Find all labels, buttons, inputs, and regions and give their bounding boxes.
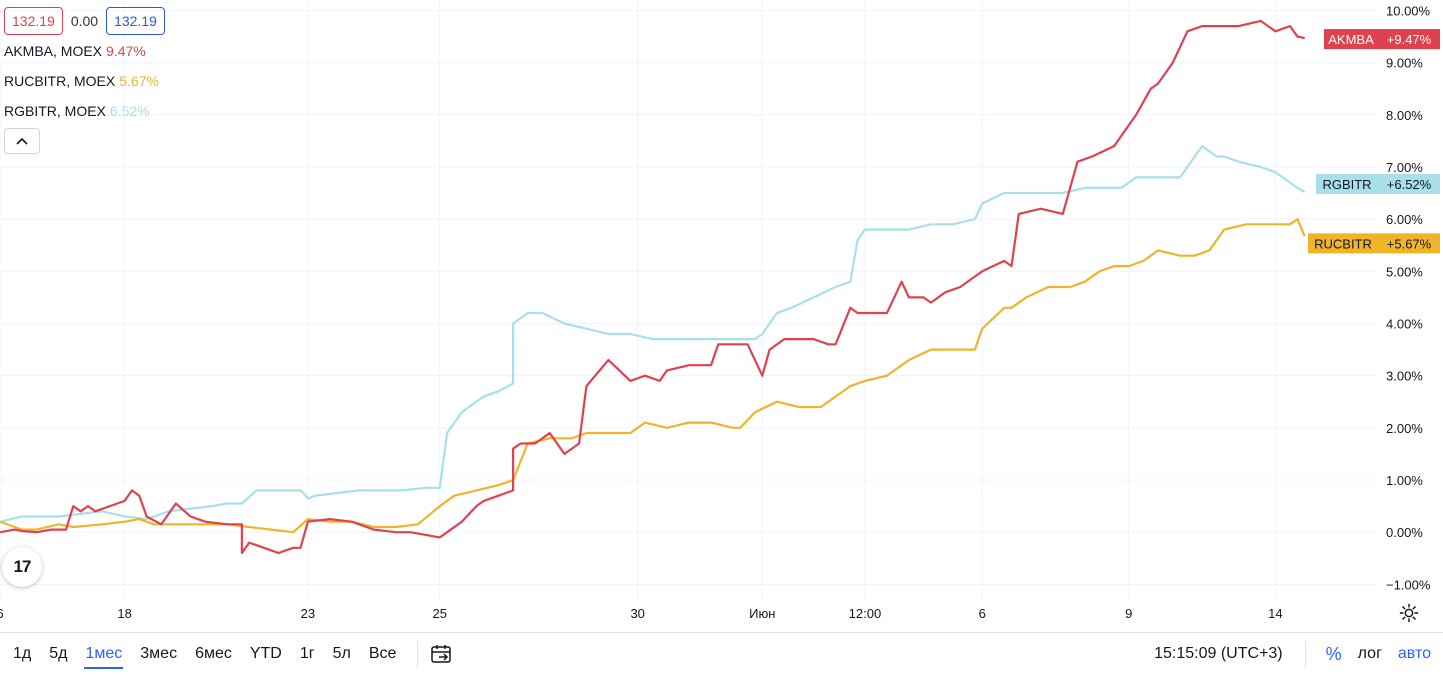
x-tick-label: 25 — [433, 606, 447, 621]
price-tag-akmba: AKMBA +9.47% — [1324, 29, 1440, 50]
series-line-akmba[interactable] — [0, 19, 1305, 555]
chart-area[interactable]: 10.00% 9.00% 8.00% 7.00% 6.00% 5.00% 4.00% 3.00… — [0, 0, 1443, 632]
y-tick-label: 9.00% — [1386, 56, 1423, 71]
grid-lines — [0, 0, 1378, 600]
x-tick-label: 23 — [301, 606, 315, 621]
toolbar-divider — [417, 641, 419, 667]
y-tick-label: 7.00% — [1386, 160, 1423, 175]
range-button-6[interactable]: 1г — [299, 645, 315, 662]
logo-text: 17 — [13, 557, 32, 576]
y-tick-label: 4.00% — [1386, 316, 1423, 331]
price-right-box: 132.19 — [106, 7, 165, 35]
price-tag-value-bg — [1378, 174, 1440, 194]
price-tag-value-bg — [1378, 233, 1440, 254]
price-tags: AKMBA +9.47% RGBITR +6.52% RUCBITR +5.67% — [1308, 29, 1440, 254]
legend-series-name: RGBITR, MOEX — [4, 103, 106, 119]
price-tag-label-bg — [1316, 174, 1378, 194]
price-tag-label: AKMBA — [1328, 32, 1374, 47]
range-button-8[interactable]: Все — [368, 645, 397, 662]
series-line-rgbitr[interactable] — [0, 145, 1306, 523]
y-tick-label: 6.00% — [1386, 212, 1423, 227]
range-button-5[interactable]: YTD — [249, 645, 282, 662]
legend-series-value: 5.67% — [119, 73, 159, 89]
gear-icon[interactable] — [1398, 602, 1420, 624]
chevron-up-icon — [16, 137, 28, 145]
y-tick-label: 0.00% — [1386, 525, 1423, 540]
price-tag-value: +6.52% — [1387, 177, 1432, 192]
price-tag-label-bg — [1324, 29, 1378, 50]
y-tick-label: 2.00% — [1386, 421, 1423, 436]
price-tag-label: RUCBITR — [1314, 236, 1372, 251]
y-axis-labels: 10.00% 9.00% 8.00% 7.00% 6.00% 5.00% 4.00% 3.00… — [1386, 3, 1431, 592]
range-button-3[interactable]: 3мес — [140, 645, 178, 662]
toolbar-divider — [1304, 641, 1306, 667]
price-tag-rgbitr: RGBITR +6.52% — [1316, 174, 1440, 194]
x-tick-label: 12:00 — [849, 606, 882, 621]
range-button-2[interactable]: 1мес — [76, 633, 131, 675]
legend-series-value: 6.52% — [109, 103, 150, 119]
legend-series-value: 9.47% — [106, 43, 146, 59]
x-tick-label: 6 — [979, 606, 986, 621]
range-button-1[interactable]: 5д — [49, 645, 68, 662]
auto-toggle[interactable]: авто — [1397, 645, 1431, 662]
y-tick-label: 10.00% — [1386, 3, 1431, 18]
log-toggle[interactable]: лог — [1357, 645, 1382, 662]
legend-item-rucbitr[interactable]: RUCBITR, MOEX 5.67% — [4, 66, 165, 96]
y-tick-label: 1.00% — [1386, 473, 1423, 488]
change-value: 0.00 — [70, 13, 99, 29]
price-tag-rucbitr: RUCBITR +5.67% — [1308, 233, 1440, 254]
range-button-7[interactable]: 5л — [332, 645, 351, 662]
calendar-icon[interactable] — [430, 643, 452, 665]
bottom-toolbar: 1д 5д 1мес 3мес 6мес YTD 1г 5л Все 15:15:09 (UTC… — [0, 632, 1443, 675]
legend: 132.19 0.00 132.19 AKMBA, MOEX 9.47% RUCB… — [4, 6, 165, 154]
x-axis-labels: 6 18 23 25 30 Июн 12:00 6 9 14 — [0, 606, 1283, 621]
price-tag-label-bg — [1308, 233, 1378, 254]
price-tag-value-bg — [1378, 29, 1440, 50]
price-tag-value: +5.67% — [1387, 236, 1432, 251]
x-tick-label: 18 — [117, 606, 131, 621]
price-tag-label: RGBITR — [1322, 177, 1371, 192]
x-tick-label: 6 — [0, 606, 4, 621]
ohlc-row: 132.19 0.00 132.19 — [4, 6, 165, 36]
legend-series-name: RUCBITR, MOEX — [4, 73, 116, 89]
x-tick-label: 9 — [1125, 606, 1132, 621]
series-layer — [0, 19, 1306, 555]
range-selector: 1д 5д 1мес 3мес 6мес YTD 1г 5л Все — [4, 633, 405, 675]
price-left-box: 132.19 — [4, 7, 63, 35]
clock[interactable]: 15:15:09 (UTC+3) — [1154, 645, 1283, 662]
legend-series-name: AKMBA, MOEX — [4, 43, 103, 59]
toolbar-right: 15:15:09 (UTC+3) % лог авто — [1144, 641, 1443, 667]
percent-toggle[interactable]: % — [1325, 643, 1342, 664]
series-line-rucbitr[interactable] — [0, 218, 1306, 534]
y-tick-label: 5.00% — [1386, 264, 1423, 279]
x-tick-label: 14 — [1268, 606, 1282, 621]
legend-item-akmba[interactable]: AKMBA, MOEX 9.47% — [4, 36, 165, 66]
x-tick-label: Июн — [749, 606, 775, 621]
price-tag-value: +9.47% — [1387, 32, 1432, 47]
y-tick-label: 8.00% — [1386, 108, 1423, 123]
collapse-legend-button[interactable] — [4, 128, 40, 154]
range-button-0[interactable]: 1д — [13, 645, 32, 662]
legend-item-rgbitr[interactable]: RGBITR, MOEX 6.52% — [4, 96, 165, 126]
y-tick-label: −1.00% — [1386, 577, 1431, 592]
range-button-4[interactable]: 6мес — [195, 645, 232, 662]
x-tick-label: 30 — [630, 606, 644, 621]
y-tick-label: 3.00% — [1386, 369, 1423, 384]
tradingview-logo[interactable]: 17 — [2, 547, 42, 587]
